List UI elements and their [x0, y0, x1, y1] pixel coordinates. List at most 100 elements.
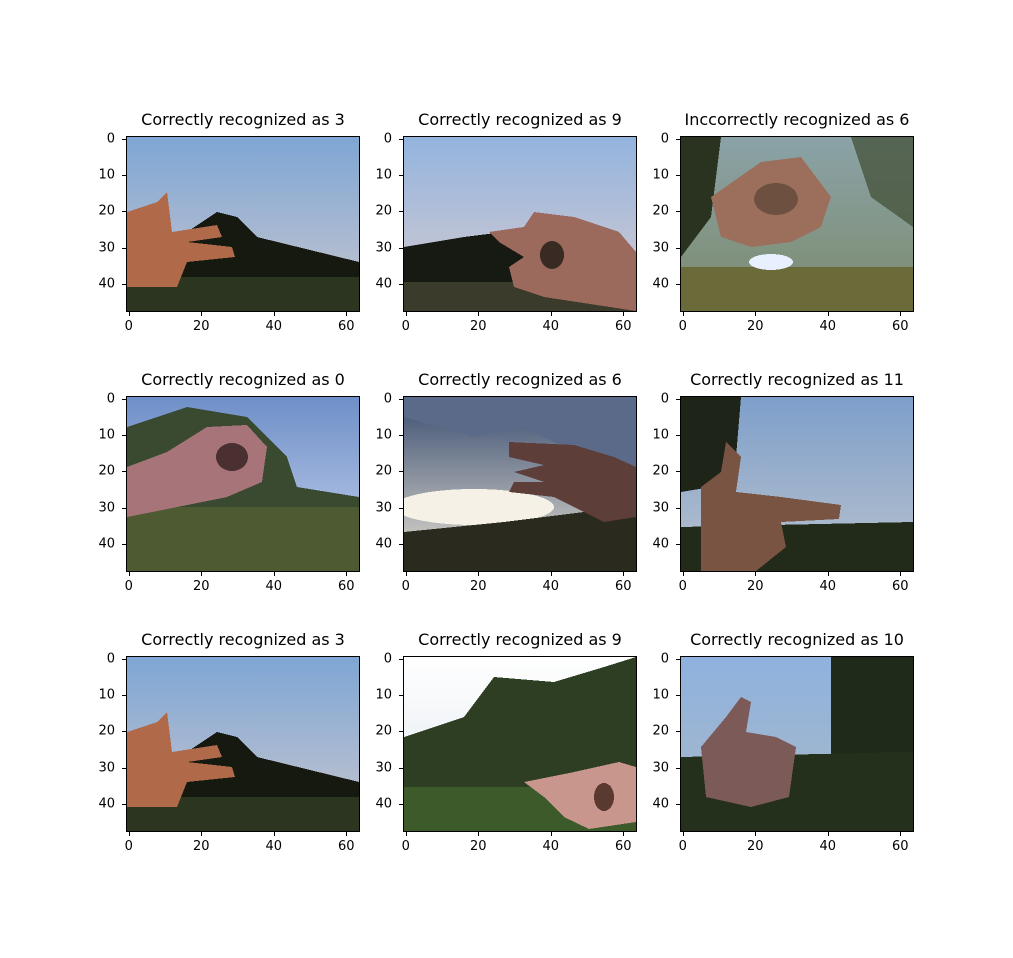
- subplot-title: Correctly recognized as 9: [418, 110, 622, 129]
- x-tick: [405, 311, 407, 316]
- subplot-panel: Correctly recognized as 9 0 10 20 30 40 0 20 40…: [375, 630, 637, 854]
- y-tick: [676, 471, 681, 473]
- y-tick-label: 20: [652, 463, 669, 479]
- x-tick: [405, 571, 407, 576]
- hand-sign-image: [680, 136, 914, 312]
- x-tick-label: 40: [542, 319, 560, 334]
- x-tick: [346, 831, 348, 836]
- x-tick-label: 0: [124, 319, 133, 334]
- hand-sign-image: [126, 396, 360, 572]
- x-tick: [478, 831, 480, 836]
- x-tick-label: 60: [615, 319, 632, 334]
- y-tick: [399, 471, 404, 473]
- y-tick-label: 10: [652, 167, 669, 183]
- y-tick-label: 10: [375, 687, 392, 703]
- x-tick-label: 20: [470, 839, 487, 854]
- y-tick-label: 10: [652, 687, 669, 703]
- y-tick-label: 40: [375, 536, 392, 552]
- subplot-panel: Correctly recognized as 11 0 10 20 30 40 0 20 4…: [652, 370, 914, 594]
- x-tick-label: 60: [892, 579, 909, 594]
- y-tick-label: 40: [375, 276, 392, 292]
- x-tick-label: 60: [338, 319, 355, 334]
- x-tick-label: 20: [193, 579, 210, 594]
- y-tick: [676, 175, 681, 177]
- y-tick: [399, 543, 404, 545]
- y-tick: [676, 803, 681, 805]
- x-tick-label: 40: [819, 579, 837, 594]
- y-tick-label: 40: [652, 276, 669, 292]
- y-tick-label: 0: [383, 391, 392, 407]
- x-tick: [682, 571, 684, 576]
- x-tick: [682, 311, 684, 316]
- y-tick: [122, 803, 127, 805]
- y-tick: [676, 658, 681, 660]
- x-tick-label: 60: [892, 319, 909, 334]
- y-tick: [122, 283, 127, 285]
- hand-sign-image: [680, 396, 914, 572]
- y-tick-label: 30: [652, 240, 669, 256]
- y-tick: [122, 435, 127, 437]
- y-tick: [399, 247, 404, 249]
- hand-sign-image: [680, 656, 914, 832]
- x-tick-label: 20: [470, 579, 487, 594]
- x-tick-label: 40: [265, 579, 283, 594]
- y-tick: [676, 247, 681, 249]
- y-tick: [122, 695, 127, 697]
- x-tick-label: 0: [124, 579, 133, 594]
- subplot-title: Correctly recognized as 0: [141, 370, 345, 389]
- y-tick: [399, 695, 404, 697]
- subplot-title: Correctly recognized as 10: [690, 630, 904, 649]
- y-tick: [399, 283, 404, 285]
- subplot-panel: Correctly recognized as 3 0 10 20 30 40 0 20 40…: [98, 110, 360, 334]
- x-tick-label: 60: [338, 839, 355, 854]
- x-tick-label: 20: [747, 319, 764, 334]
- y-tick: [399, 767, 404, 769]
- y-tick-label: 10: [98, 427, 115, 443]
- y-tick-label: 20: [375, 203, 392, 219]
- y-tick-label: 20: [98, 723, 115, 739]
- x-tick-label: 20: [193, 839, 210, 854]
- subplot-title: Correctly recognized as 6: [418, 370, 622, 389]
- hand-sign-image: [126, 656, 360, 832]
- x-tick: [478, 311, 480, 316]
- subplot-title: Correctly recognized as 3: [141, 110, 345, 129]
- x-tick-label: 0: [124, 839, 133, 854]
- hand-sign-image: [403, 656, 637, 832]
- y-tick: [399, 803, 404, 805]
- x-tick: [478, 571, 480, 576]
- x-tick-label: 20: [193, 319, 210, 334]
- subplot-title: Correctly recognized as 11: [690, 370, 904, 389]
- y-tick: [676, 211, 681, 213]
- x-tick: [346, 571, 348, 576]
- x-tick: [755, 311, 757, 316]
- y-tick-label: 0: [660, 131, 669, 147]
- y-tick-label: 20: [98, 463, 115, 479]
- x-tick: [201, 831, 203, 836]
- y-tick: [122, 658, 127, 660]
- x-tick-label: 0: [401, 839, 410, 854]
- y-tick-label: 30: [375, 240, 392, 256]
- x-tick: [273, 311, 275, 316]
- hand-sign-image: [403, 396, 637, 572]
- y-tick-label: 0: [383, 131, 392, 147]
- y-tick: [676, 695, 681, 697]
- y-tick: [399, 435, 404, 437]
- y-tick: [122, 398, 127, 400]
- x-tick-label: 40: [542, 839, 560, 854]
- x-tick: [128, 571, 130, 576]
- subplot-panel: Correctly recognized as 9 0 10 20 30 40 0 20 40…: [375, 110, 637, 334]
- hand-sign-image: [126, 136, 360, 312]
- x-tick: [827, 571, 829, 576]
- y-tick-label: 40: [98, 276, 115, 292]
- y-tick-label: 20: [98, 203, 115, 219]
- x-tick: [201, 311, 203, 316]
- x-tick: [550, 571, 552, 576]
- x-tick-label: 40: [265, 319, 283, 334]
- x-tick-label: 60: [615, 579, 632, 594]
- x-tick: [128, 311, 130, 316]
- subplot-panel: Inccorrectly recognized as 6 0 10 20 30 40 0 2…: [652, 110, 914, 334]
- y-tick-label: 20: [652, 723, 669, 739]
- y-tick-label: 40: [375, 796, 392, 812]
- y-tick-label: 30: [652, 760, 669, 776]
- y-tick: [399, 211, 404, 213]
